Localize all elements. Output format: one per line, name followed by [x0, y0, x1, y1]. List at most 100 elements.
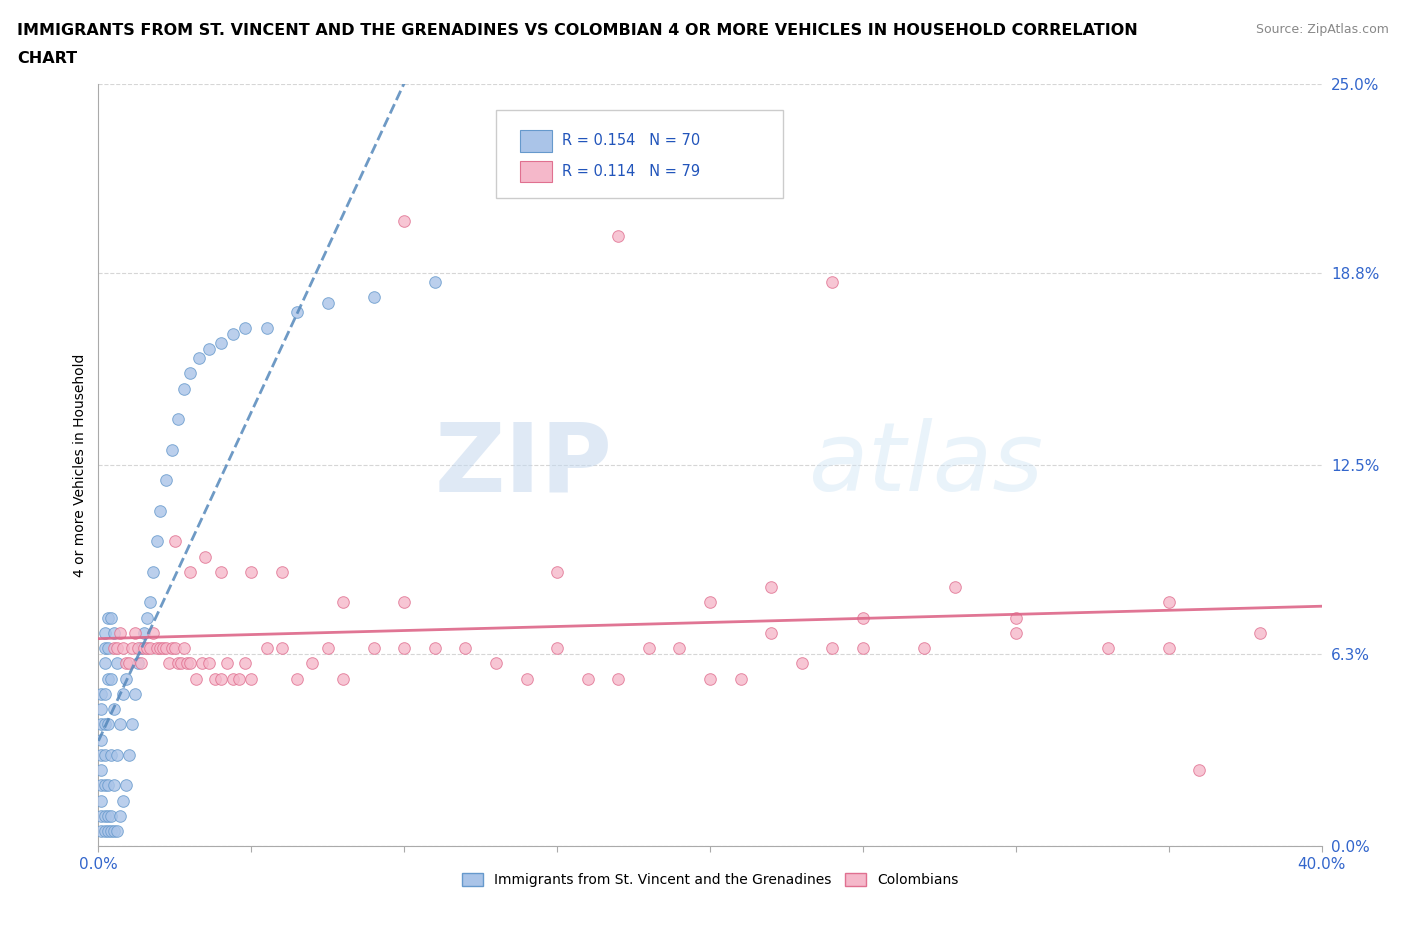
- Point: [103, 641, 125, 656]
- Legend: Immigrants from St. Vincent and the Grenadines, Colombians: Immigrants from St. Vincent and the Gren…: [456, 868, 965, 893]
- Point: [160, 641, 183, 656]
- Point: [454, 641, 477, 656]
- Point: [90, 793, 112, 808]
- Point: [209, 671, 232, 686]
- Point: [121, 641, 143, 656]
- Point: [139, 595, 162, 610]
- Point: [1097, 641, 1119, 656]
- Point: [332, 671, 354, 686]
- Point: [163, 641, 186, 656]
- Point: [256, 320, 278, 335]
- Text: atlas: atlas: [808, 418, 1043, 512]
- Point: [209, 336, 232, 351]
- Point: [111, 686, 134, 701]
- Point: [118, 748, 141, 763]
- Point: [93, 641, 115, 656]
- Point: [821, 274, 844, 289]
- Point: [270, 565, 292, 579]
- Point: [97, 808, 120, 823]
- FancyBboxPatch shape: [496, 111, 783, 198]
- Point: [699, 671, 721, 686]
- Point: [204, 671, 226, 686]
- Point: [1188, 763, 1211, 777]
- Point: [179, 366, 201, 381]
- Point: [240, 671, 263, 686]
- Point: [136, 641, 159, 656]
- Point: [121, 717, 143, 732]
- Point: [179, 565, 201, 579]
- Point: [103, 625, 125, 640]
- Point: [270, 641, 292, 656]
- Point: [100, 808, 122, 823]
- Point: [108, 625, 131, 640]
- Point: [93, 824, 115, 839]
- Point: [316, 641, 339, 656]
- Point: [233, 320, 256, 335]
- Point: [100, 748, 122, 763]
- Point: [607, 671, 630, 686]
- Point: [90, 686, 112, 701]
- Point: [173, 381, 195, 396]
- Point: [423, 641, 446, 656]
- Point: [111, 793, 134, 808]
- Point: [170, 656, 193, 671]
- Point: [115, 656, 138, 671]
- Point: [256, 641, 278, 656]
- Point: [176, 656, 198, 671]
- Point: [115, 777, 138, 792]
- Point: [142, 625, 165, 640]
- Point: [93, 686, 115, 701]
- Point: [93, 625, 115, 640]
- Point: [90, 824, 112, 839]
- Point: [852, 641, 875, 656]
- Point: [136, 610, 159, 625]
- Point: [912, 641, 935, 656]
- Point: [607, 229, 630, 244]
- Point: [759, 625, 782, 640]
- Point: [240, 565, 263, 579]
- Point: [111, 641, 134, 656]
- Text: R = 0.154   N = 70: R = 0.154 N = 70: [562, 133, 700, 149]
- Point: [103, 701, 125, 716]
- Point: [105, 641, 128, 656]
- Point: [127, 656, 149, 671]
- Point: [485, 656, 508, 671]
- Point: [97, 777, 120, 792]
- Point: [194, 549, 217, 564]
- Point: [90, 701, 112, 716]
- Point: [186, 671, 208, 686]
- Point: [129, 656, 152, 671]
- Text: R = 0.114   N = 79: R = 0.114 N = 79: [562, 164, 700, 179]
- Point: [285, 671, 308, 686]
- Point: [228, 671, 250, 686]
- Point: [197, 341, 219, 356]
- Point: [105, 656, 128, 671]
- Point: [222, 326, 245, 341]
- Point: [105, 824, 128, 839]
- Point: [97, 610, 120, 625]
- Point: [100, 610, 122, 625]
- Point: [134, 641, 156, 656]
- Point: [108, 808, 131, 823]
- Point: [233, 656, 256, 671]
- Point: [790, 656, 813, 671]
- Point: [1157, 641, 1180, 656]
- Point: [155, 472, 177, 487]
- Point: [285, 305, 308, 320]
- Point: [215, 656, 238, 671]
- Point: [90, 763, 112, 777]
- Point: [637, 641, 661, 656]
- Point: [188, 351, 211, 365]
- Point: [943, 579, 966, 594]
- Point: [145, 641, 167, 656]
- Point: [173, 641, 195, 656]
- Point: [118, 656, 141, 671]
- Point: [124, 625, 146, 640]
- Point: [90, 808, 112, 823]
- Point: [93, 717, 115, 732]
- Point: [134, 625, 156, 640]
- Point: [546, 641, 568, 656]
- Point: [97, 824, 120, 839]
- Point: [90, 717, 112, 732]
- Point: [127, 641, 149, 656]
